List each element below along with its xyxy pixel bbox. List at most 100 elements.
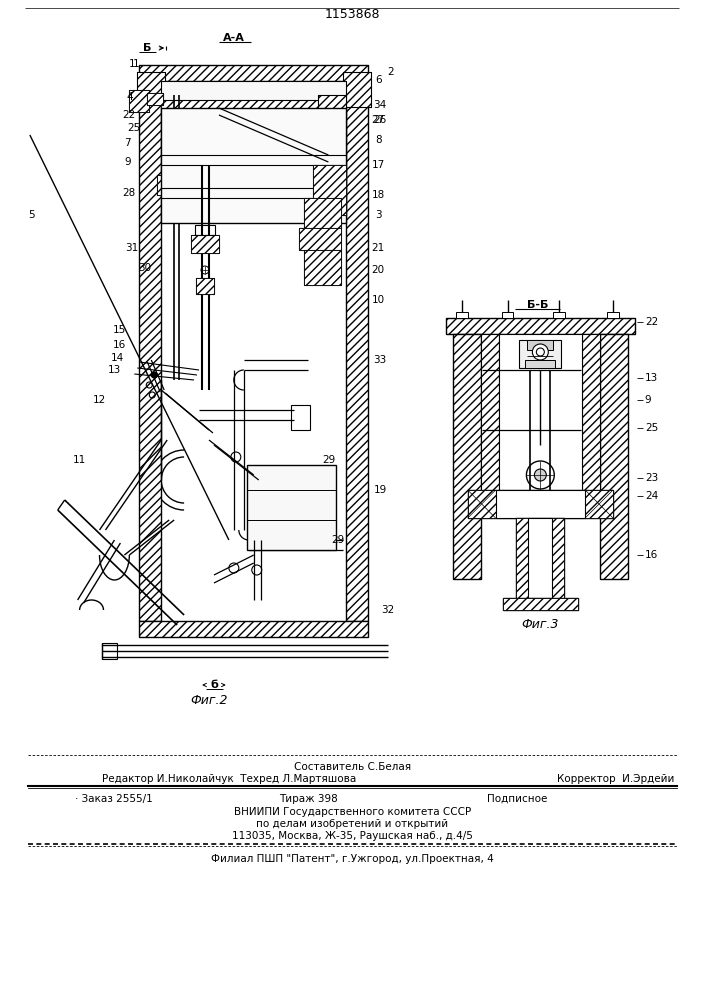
Bar	[291, 405, 310, 430]
Bar	[501, 312, 513, 318]
Text: 30: 30	[138, 263, 151, 273]
Bar	[303, 198, 341, 228]
Bar	[344, 72, 371, 107]
Text: 11: 11	[73, 455, 86, 465]
Bar	[298, 228, 341, 250]
Bar	[344, 72, 371, 107]
Bar	[517, 518, 528, 598]
Text: 34: 34	[373, 100, 387, 110]
Bar	[303, 198, 341, 228]
Text: 16: 16	[645, 550, 658, 560]
Text: Редактор И.Николайчук  Техред Л.Мартяшова: Редактор И.Николайчук Техред Л.Мартяшова	[102, 774, 356, 784]
Text: 17: 17	[371, 160, 385, 170]
Bar	[600, 334, 628, 579]
Bar	[481, 334, 498, 514]
Bar	[525, 360, 555, 368]
Bar	[318, 95, 346, 140]
Bar	[468, 490, 613, 518]
Bar	[129, 90, 149, 112]
Bar	[313, 165, 346, 215]
Bar	[161, 108, 346, 223]
Bar	[161, 81, 346, 100]
Bar	[517, 518, 564, 598]
Text: Б-Б: Б-Б	[527, 300, 548, 310]
Bar	[247, 465, 337, 550]
Text: 9: 9	[124, 157, 131, 167]
Text: 19: 19	[373, 485, 387, 495]
Text: 1: 1	[132, 59, 139, 69]
Text: Подписное: Подписное	[487, 794, 548, 804]
Bar	[139, 621, 368, 637]
Text: Филиал ПШП "Патент", г.Ужгород, ул.Проектная, 4: Филиал ПШП "Патент", г.Ужгород, ул.Проек…	[211, 854, 493, 864]
Text: 27: 27	[371, 115, 385, 125]
Bar	[139, 621, 368, 637]
Text: 21: 21	[371, 243, 385, 253]
Bar	[196, 278, 214, 294]
Text: 31: 31	[124, 243, 138, 253]
Bar	[468, 490, 496, 518]
Bar	[139, 81, 161, 621]
Bar	[196, 278, 214, 294]
Bar	[137, 72, 165, 97]
Text: 5: 5	[28, 210, 35, 220]
Bar	[161, 100, 346, 108]
Text: 23: 23	[645, 473, 658, 483]
Bar	[303, 198, 341, 228]
Bar	[303, 250, 341, 285]
Bar	[313, 165, 346, 215]
Bar	[191, 235, 219, 253]
Bar	[552, 518, 564, 598]
Bar	[139, 65, 368, 81]
Bar	[129, 90, 149, 112]
Bar	[600, 334, 628, 579]
Text: 25: 25	[128, 123, 141, 133]
Text: Фиг.3: Фиг.3	[522, 618, 559, 632]
Bar	[607, 312, 619, 318]
Text: 22: 22	[123, 110, 136, 120]
Bar	[157, 175, 182, 195]
Text: 18: 18	[371, 190, 385, 200]
Bar	[452, 334, 481, 579]
Bar	[103, 643, 117, 659]
Bar	[582, 334, 600, 514]
Text: А-А: А-А	[223, 33, 245, 43]
Bar	[456, 312, 468, 318]
Bar	[161, 100, 346, 108]
Bar	[330, 140, 346, 200]
Text: 4: 4	[126, 92, 133, 102]
Bar	[503, 598, 578, 610]
Bar	[452, 334, 481, 579]
Text: 14: 14	[111, 353, 124, 363]
Bar	[139, 65, 368, 81]
Bar	[129, 90, 149, 112]
Bar	[137, 72, 165, 97]
Bar	[298, 228, 341, 250]
Bar	[503, 598, 578, 610]
Bar	[147, 93, 163, 105]
Text: 28: 28	[123, 188, 136, 198]
Text: Корректор  И.Эрдейи: Корректор И.Эрдейи	[557, 774, 674, 784]
Bar	[191, 235, 219, 253]
Bar	[554, 312, 565, 318]
Text: 15: 15	[113, 325, 126, 335]
Bar	[169, 108, 184, 116]
Text: 10: 10	[372, 295, 385, 305]
Bar	[330, 140, 346, 200]
Bar	[468, 490, 496, 518]
Bar	[169, 155, 184, 163]
Text: Тираж 398: Тираж 398	[279, 794, 338, 804]
Text: 20: 20	[372, 265, 385, 275]
Bar	[528, 518, 552, 598]
Circle shape	[151, 372, 157, 378]
Bar	[582, 334, 600, 514]
Bar	[481, 334, 498, 514]
Text: ВНИИПИ Государственного комитета СССР: ВНИИПИ Государственного комитета СССР	[233, 807, 471, 817]
Bar	[164, 118, 189, 146]
Bar	[318, 95, 346, 140]
Text: 24: 24	[645, 491, 658, 501]
Bar	[164, 118, 189, 146]
Text: 8: 8	[375, 135, 382, 145]
Bar	[303, 250, 341, 285]
Bar	[195, 225, 215, 235]
Text: 9: 9	[645, 395, 651, 405]
